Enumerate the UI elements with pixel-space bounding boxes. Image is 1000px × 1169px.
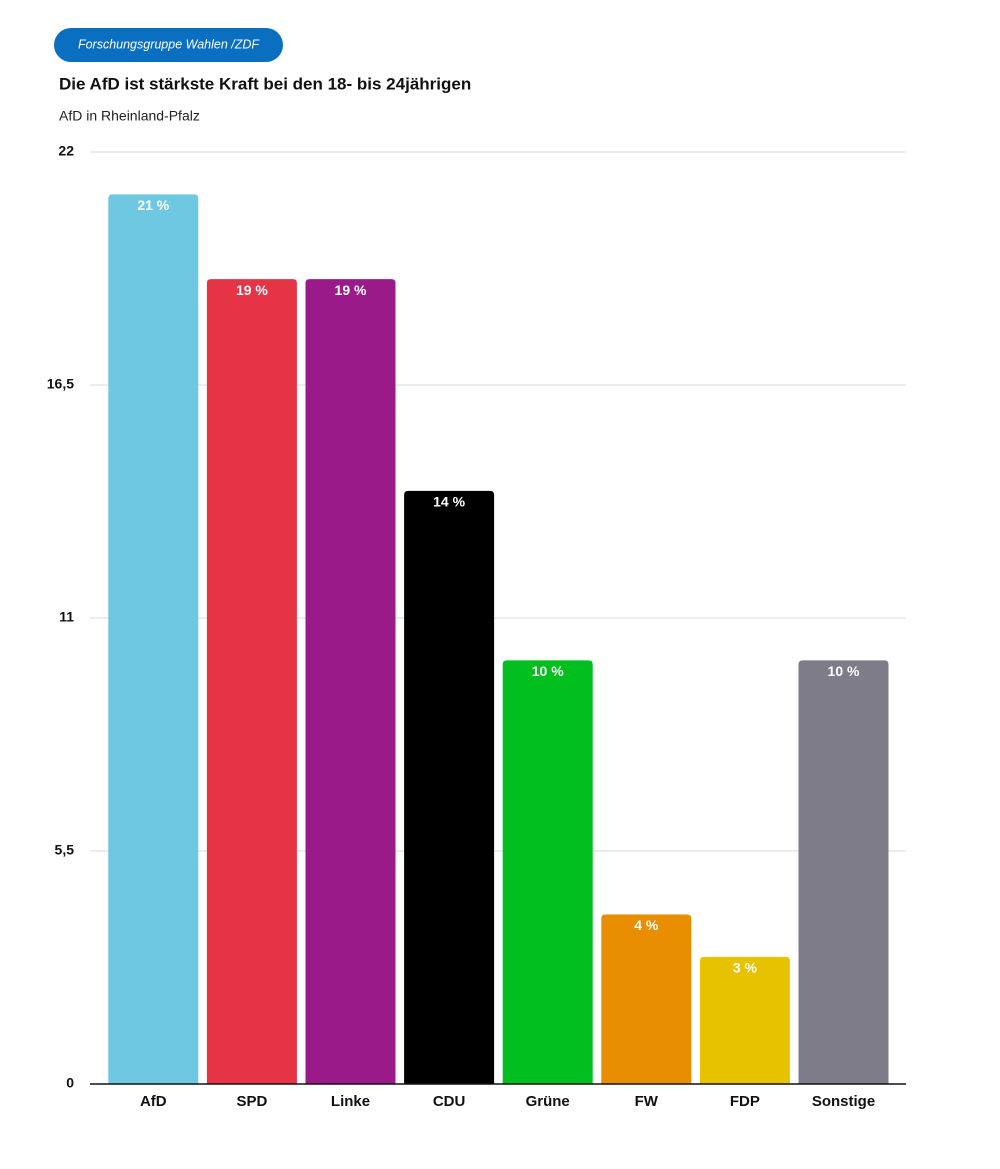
y-tick-label: 11: [59, 609, 74, 625]
x-tick-label: Linke: [331, 1093, 370, 1110]
value-label: 4 %: [634, 917, 659, 933]
value-label: 10 %: [532, 663, 564, 679]
value-label: 19 %: [335, 282, 367, 298]
x-tick-label: AfD: [140, 1093, 167, 1110]
y-tick-label: 22: [58, 143, 74, 159]
value-label: 21 %: [137, 197, 169, 213]
y-tick-label: 0: [66, 1075, 74, 1091]
value-label: 10 %: [828, 663, 860, 679]
bar: [601, 914, 692, 1084]
chart-title: Die AfD ist stärkste Kraft bei den 18- b…: [59, 74, 471, 93]
bar: [502, 660, 593, 1084]
x-tick-label: FW: [635, 1093, 659, 1110]
source: Forschungsgruppe Wahlen /ZDF: [78, 37, 260, 51]
bar: [108, 194, 199, 1084]
value-label: 3 %: [733, 960, 758, 976]
bar: [798, 660, 889, 1084]
chart-subtitle: AfD in Rheinland-Pfalz: [59, 108, 200, 124]
x-tick-label: SPD: [236, 1093, 267, 1110]
x-tick-label: FDP: [730, 1093, 760, 1110]
x-tick-label: Grüne: [526, 1093, 570, 1110]
x-tick-label: CDU: [433, 1093, 466, 1110]
source-badge: [54, 28, 283, 62]
y-tick-label: 16,5: [47, 376, 74, 392]
x-tick-label: Sonstige: [812, 1093, 875, 1110]
bar: [206, 279, 297, 1084]
y-tick-label: 5,5: [55, 842, 75, 858]
value-label: 14 %: [433, 494, 465, 510]
bar: [404, 490, 495, 1085]
bar: [699, 956, 790, 1084]
value-label: 19 %: [236, 282, 268, 298]
bar: [305, 279, 396, 1084]
